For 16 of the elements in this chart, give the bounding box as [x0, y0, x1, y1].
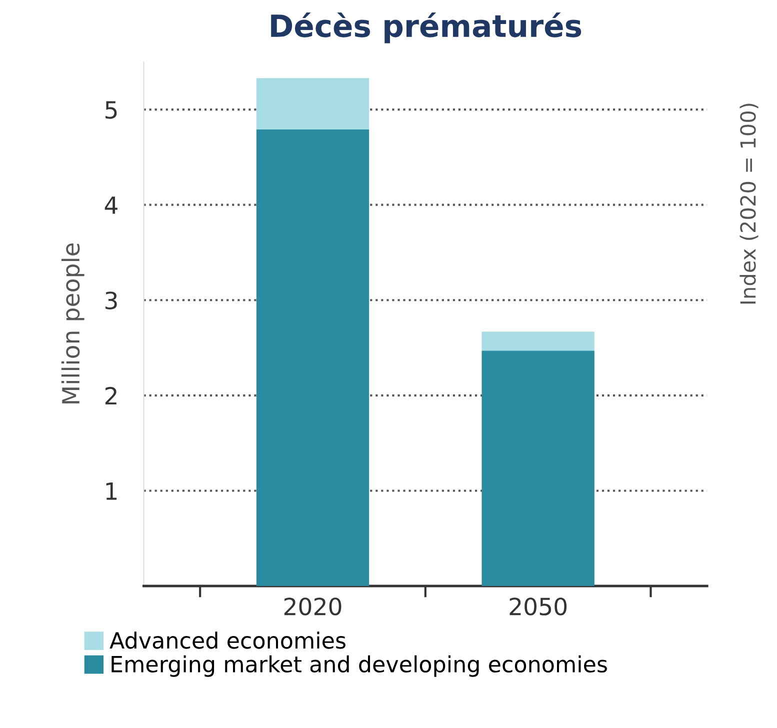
bar [482, 332, 594, 351]
y-tick-label: 2 [105, 386, 116, 404]
bar [482, 350, 594, 586]
chart-title: Décès prématurés [271, 12, 582, 44]
bar [256, 130, 370, 586]
legend-label: Emerging market and developing economies [112, 655, 607, 677]
y-axis-title: Million people [61, 243, 84, 404]
bar [256, 78, 370, 130]
y-tick-label: 5 [106, 101, 117, 119]
x-tick-label: 2050 [510, 598, 567, 616]
y-tick-label: 3 [106, 292, 117, 310]
y-tick-label: 1 [106, 482, 117, 500]
y-tick-label: 4 [104, 196, 118, 214]
text: Index (2020 = 100) [740, 104, 758, 304]
x-tick-label: 2020 [284, 598, 342, 616]
legend-label: Advanced economies [110, 632, 346, 649]
